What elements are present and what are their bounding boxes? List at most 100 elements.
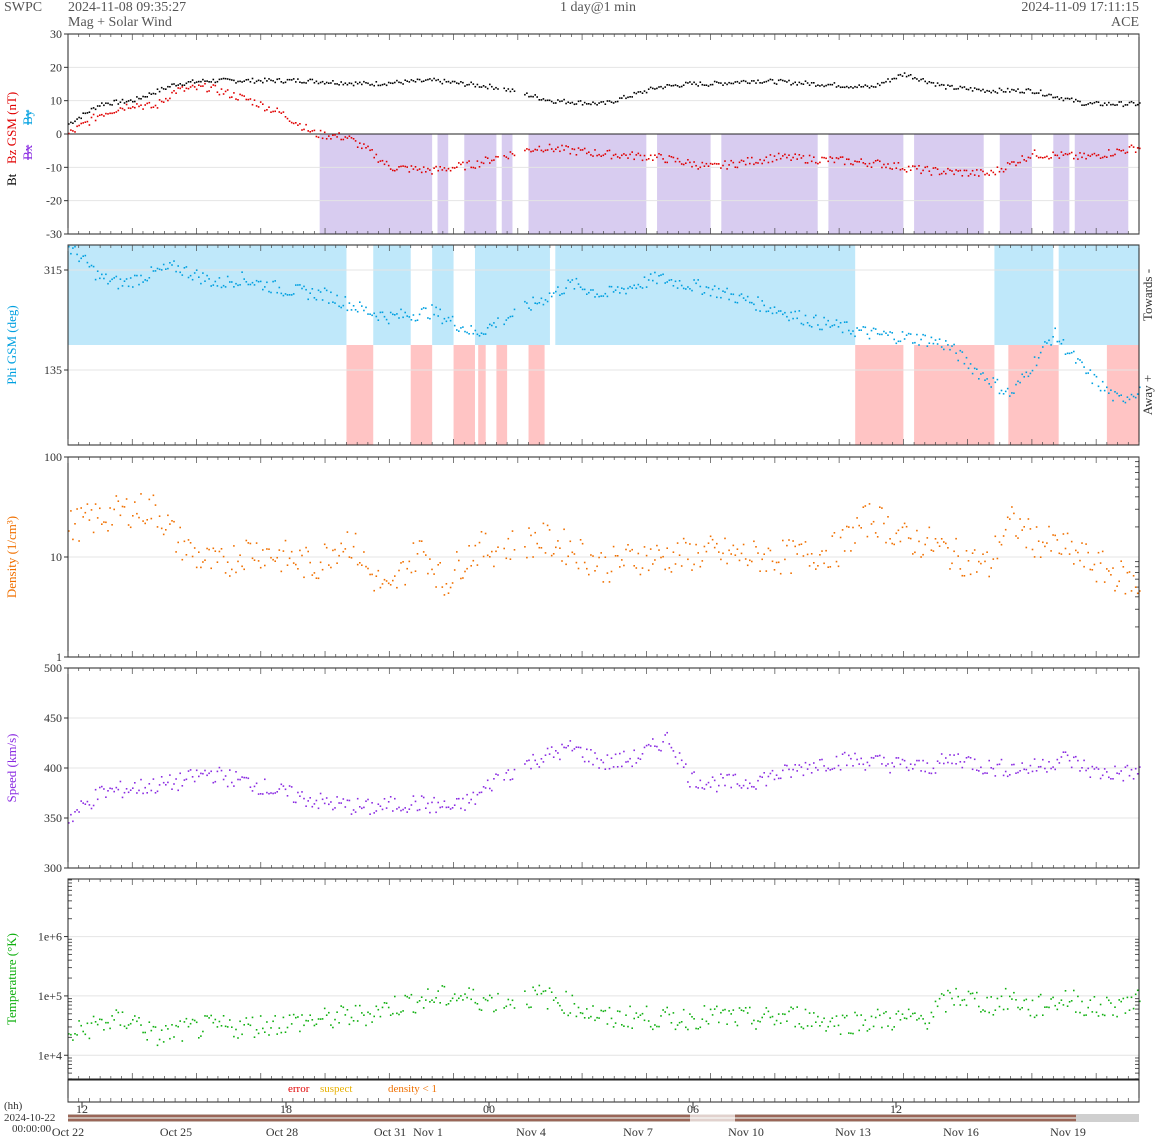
speed-point: [810, 772, 813, 774]
bt-point: [1033, 92, 1036, 95]
speed-point: [676, 762, 679, 765]
temperature-point: [701, 1018, 704, 1020]
phi-point: [1103, 389, 1106, 392]
density-point: [687, 558, 689, 561]
speed-point: [581, 756, 584, 758]
density-point: [361, 564, 363, 566]
temperature-point: [557, 1002, 559, 1004]
temperature-point: [435, 997, 437, 999]
bt-point: [226, 78, 229, 80]
temperature-point: [344, 1014, 347, 1016]
density-point: [827, 566, 829, 568]
density-point: [249, 542, 252, 545]
density-point: [350, 557, 353, 559]
speed-point: [1027, 772, 1030, 774]
density-point: [1130, 590, 1133, 592]
phi-point: [672, 285, 675, 287]
phi-point: [414, 319, 417, 322]
phi-point: [552, 292, 555, 294]
density-point: [724, 537, 726, 540]
speed-point: [1116, 772, 1118, 774]
bt-point: [394, 81, 396, 84]
phi-point: [757, 296, 759, 298]
bz-point: [255, 105, 258, 107]
temperature-point: [181, 1040, 184, 1042]
bt-point: [82, 112, 84, 114]
temperature-point: [90, 1022, 93, 1024]
temperature-point: [658, 1025, 660, 1028]
temperature-point: [833, 1025, 836, 1027]
phi-point: [138, 283, 140, 286]
bt-point: [883, 81, 885, 84]
bt-point: [978, 88, 980, 91]
speed-point: [899, 763, 902, 766]
phi-point: [625, 292, 627, 295]
density-point: [367, 567, 369, 570]
bz-point: [848, 158, 850, 161]
bt-point: [976, 88, 978, 91]
phi-point: [325, 289, 328, 292]
density-point: [583, 561, 586, 564]
bz-point: [348, 135, 351, 137]
speed-point: [907, 769, 910, 772]
phi-point: [751, 301, 753, 304]
bz-point: [305, 123, 307, 126]
bt-point: [1058, 98, 1061, 100]
bz-point: [767, 161, 770, 164]
temperature-point: [769, 1016, 772, 1019]
density-point: [132, 515, 134, 517]
away-shading: [346, 345, 374, 445]
bz-point: [414, 166, 417, 168]
bz-point: [1070, 151, 1073, 154]
temperature-point: [736, 1024, 739, 1027]
temperature-point: [334, 1018, 336, 1021]
phi-point: [619, 292, 621, 294]
temperature-point: [980, 1011, 982, 1013]
bz-point: [934, 167, 937, 169]
temperature-point: [1002, 1008, 1005, 1011]
bt-point: [381, 83, 384, 86]
bt-point: [829, 83, 832, 86]
phi-point: [889, 331, 891, 333]
temperature-point: [96, 1023, 99, 1026]
bz-point: [1025, 160, 1028, 162]
density-point: [833, 532, 836, 534]
temperature-point: [872, 1025, 875, 1028]
phi-point: [581, 288, 584, 291]
phi-point: [136, 274, 138, 277]
phi-point: [623, 288, 625, 290]
bz-point: [637, 152, 640, 155]
density-point: [707, 542, 710, 544]
density-point: [542, 522, 545, 525]
temperature-point: [897, 1010, 900, 1013]
bt-point: [105, 102, 107, 104]
speed-point: [988, 759, 990, 762]
speed-point: [218, 766, 221, 769]
phi-point: [699, 285, 702, 288]
temperature-point: [1013, 991, 1015, 994]
phi-point: [1139, 386, 1141, 389]
negative-bz-shading: [1074, 134, 1129, 234]
bt-point: [899, 73, 902, 76]
speed-point: [912, 768, 914, 770]
bt-point: [730, 82, 732, 85]
bz-point: [123, 109, 126, 111]
bz-point: [173, 90, 175, 92]
density-point: [779, 572, 782, 575]
bz-point: [369, 149, 371, 152]
bz-point: [689, 161, 691, 164]
density-point: [976, 571, 978, 573]
bt-point: [635, 92, 638, 95]
speed-point: [249, 786, 252, 788]
density-point: [943, 541, 945, 543]
bz-point: [295, 122, 297, 124]
speed-point: [821, 758, 823, 761]
bz-point: [1062, 154, 1065, 156]
bt-point: [792, 82, 794, 85]
bz-point: [868, 162, 871, 165]
temperature-point: [813, 1012, 815, 1014]
bt-point: [872, 86, 875, 88]
speed-point: [1093, 768, 1096, 770]
temperature-point: [1046, 1006, 1048, 1008]
density-point: [369, 573, 371, 576]
